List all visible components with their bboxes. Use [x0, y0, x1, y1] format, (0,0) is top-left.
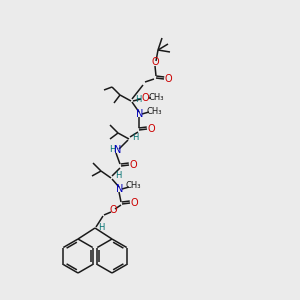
Text: H: H [135, 94, 141, 103]
Text: H: H [109, 146, 115, 154]
Text: H: H [98, 223, 104, 232]
Text: O: O [164, 74, 172, 84]
Text: CH₃: CH₃ [125, 182, 141, 190]
Text: CH₃: CH₃ [148, 94, 164, 103]
Text: N: N [116, 184, 124, 194]
Text: N: N [136, 109, 144, 119]
Text: O: O [129, 160, 137, 170]
Text: O: O [130, 198, 138, 208]
Text: H: H [132, 134, 138, 142]
Text: H: H [115, 172, 121, 181]
Text: O: O [151, 57, 159, 67]
Text: O: O [109, 205, 117, 215]
Text: N: N [114, 145, 122, 155]
Text: O: O [141, 93, 149, 103]
Text: CH₃: CH₃ [146, 107, 162, 116]
Text: O: O [147, 124, 155, 134]
